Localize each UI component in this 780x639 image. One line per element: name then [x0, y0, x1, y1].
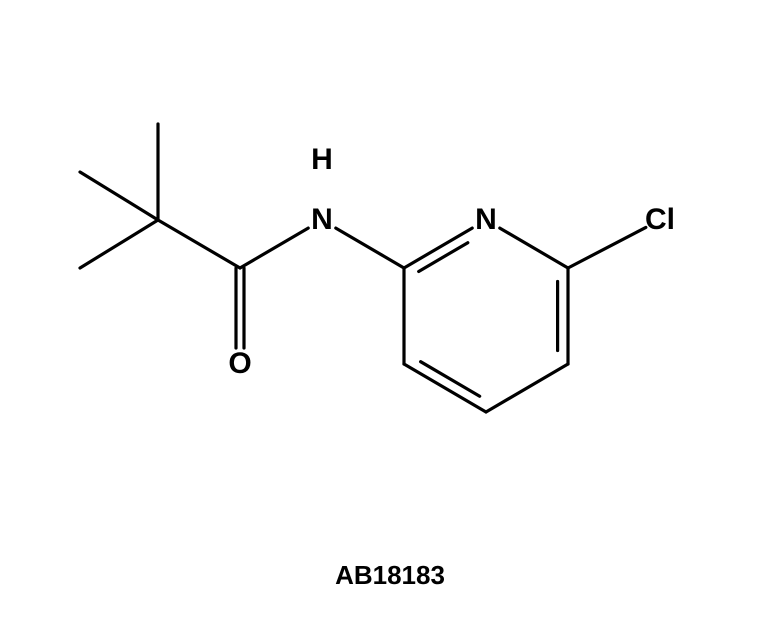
atom-o: O: [228, 347, 251, 381]
atom-cl: Cl: [645, 203, 675, 237]
atom-h: H: [311, 143, 333, 177]
compound-id-label: AB18183: [335, 560, 445, 591]
atom-n: N: [475, 203, 497, 237]
atom-n: N: [311, 203, 333, 237]
molecule-canvas: ONHNCl AB18183: [0, 0, 780, 634]
molecule-svg: [0, 0, 780, 634]
